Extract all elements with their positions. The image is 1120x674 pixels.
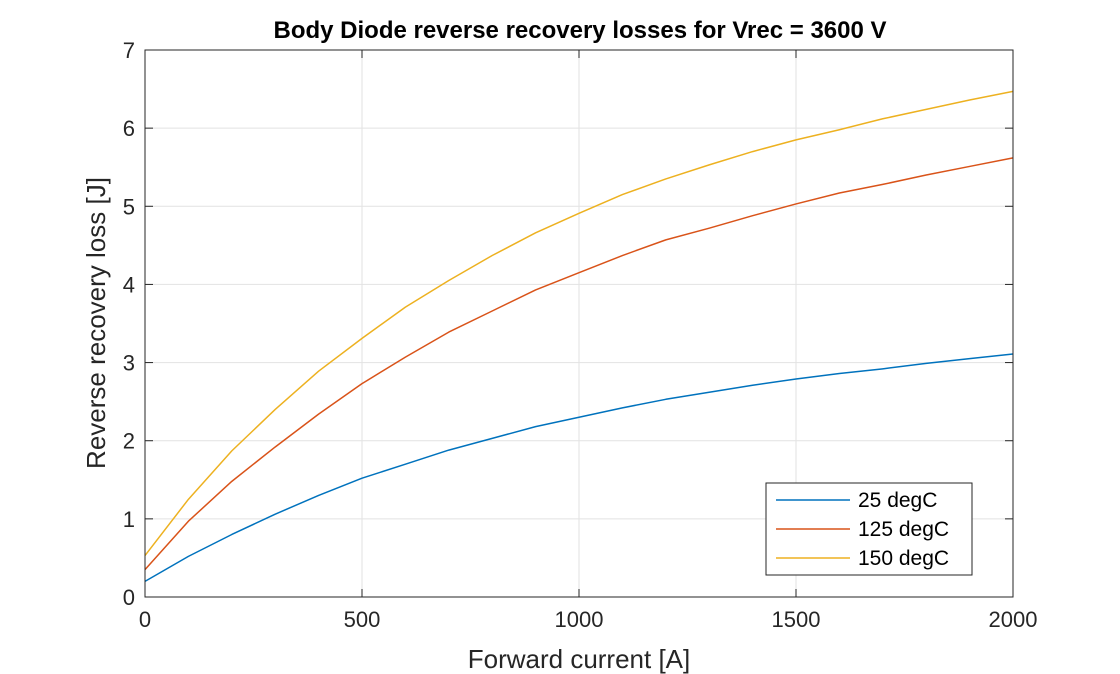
y-axis-label: Reverse recovery loss [J] bbox=[81, 177, 111, 469]
y-tick-label: 1 bbox=[123, 507, 135, 532]
x-tick-label: 0 bbox=[139, 607, 151, 632]
x-tick-label: 1500 bbox=[772, 607, 821, 632]
y-tick-label: 7 bbox=[123, 38, 135, 63]
legend-label-125degc: 125 degC bbox=[858, 518, 949, 541]
y-tick-label: 6 bbox=[123, 116, 135, 141]
y-tick-label: 2 bbox=[123, 429, 135, 454]
x-tick-label: 2000 bbox=[989, 607, 1038, 632]
series-line-25degc bbox=[144, 353, 1014, 583]
legend-label-150degc: 150 degC bbox=[858, 547, 949, 570]
legend: 25 degC 125 degC 150 degC bbox=[765, 482, 973, 576]
x-tick-label: 1000 bbox=[555, 607, 604, 632]
y-tick-labels: 0 1 2 3 4 5 6 7 bbox=[123, 38, 135, 610]
chart-title: Body Diode reverse recovery losses for V… bbox=[273, 17, 886, 44]
x-tick-labels: 0 500 1000 1500 2000 bbox=[139, 607, 1038, 632]
axis-ticks bbox=[144, 49, 1014, 598]
y-tick-label: 5 bbox=[123, 194, 135, 219]
series-line-125degc bbox=[144, 157, 1014, 571]
x-axis-label: Forward current [A] bbox=[468, 644, 691, 674]
y-tick-label: 3 bbox=[123, 351, 135, 376]
legend-label-25degc: 25 degC bbox=[858, 489, 937, 512]
y-tick-label: 4 bbox=[123, 272, 135, 297]
series-line-150degc bbox=[144, 90, 1014, 557]
x-tick-label: 500 bbox=[344, 607, 381, 632]
y-tick-label: 0 bbox=[123, 585, 135, 610]
series-lines bbox=[144, 90, 1014, 583]
